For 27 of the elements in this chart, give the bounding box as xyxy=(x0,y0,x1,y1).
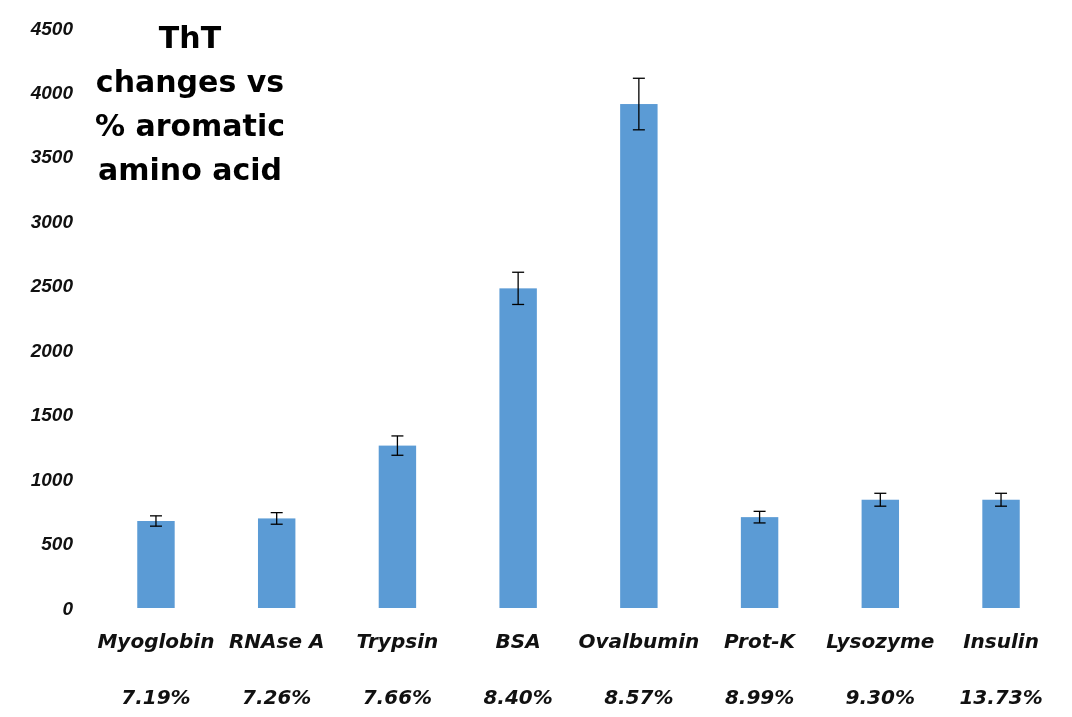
category-label: Prot-K 8.99% xyxy=(724,629,796,709)
y-tick-label: 0 xyxy=(62,597,74,619)
bar xyxy=(740,517,779,608)
y-tick-label: 2000 xyxy=(29,339,74,361)
category-label: Ovalbumin 8.57% xyxy=(578,629,700,709)
category-label: RNAse A 7.26% xyxy=(228,629,325,709)
text: ThT changes vs % aromatic amino acid xyxy=(94,20,286,187)
y-tick-label: 1500 xyxy=(30,404,74,426)
category-label: Lysozyme 9.30% xyxy=(826,629,935,709)
bar xyxy=(861,499,900,608)
y-tick-label: 2500 xyxy=(29,275,74,297)
bar xyxy=(499,288,537,608)
y-tick-label: 4500 xyxy=(29,17,74,39)
bar xyxy=(378,445,417,608)
category-label: Insulin 13.73% xyxy=(959,629,1043,709)
bar xyxy=(982,499,1020,608)
category-label: Myoglobin 7.19% xyxy=(97,629,215,709)
bar xyxy=(257,518,296,608)
y-tick-label: 500 xyxy=(41,533,74,555)
category-label: BSA 8.40% xyxy=(483,629,553,709)
bar xyxy=(620,104,658,608)
y-tick-label: 1000 xyxy=(30,468,74,490)
category-label: Trypsin 7.66% xyxy=(356,629,439,709)
y-tick-label: 3500 xyxy=(30,146,74,168)
y-tick-label: 4000 xyxy=(29,82,74,104)
y-tick-label: 3000 xyxy=(30,210,74,232)
bar xyxy=(137,521,175,608)
